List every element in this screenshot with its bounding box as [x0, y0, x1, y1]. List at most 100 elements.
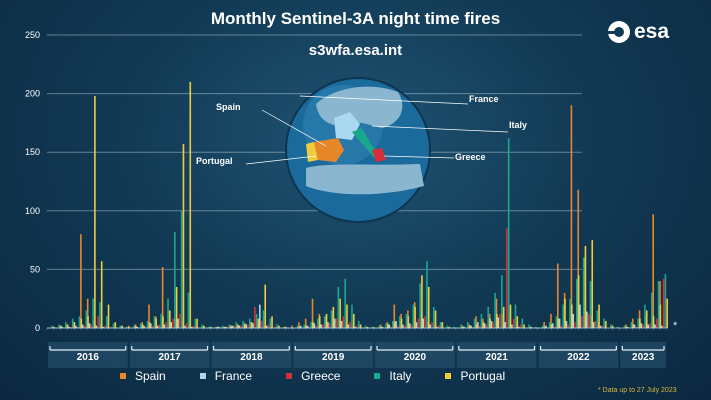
bar-portugal — [366, 326, 369, 328]
bar-greece — [485, 324, 488, 328]
globe-leader-line — [245, 155, 317, 165]
bar-italy — [119, 325, 122, 328]
bar-greece — [335, 318, 338, 328]
bar-portugal — [421, 275, 423, 328]
bar-greece — [553, 326, 556, 328]
bar-france — [68, 326, 70, 328]
bar-italy — [644, 304, 646, 328]
bar-france — [218, 326, 220, 328]
bar-portugal — [639, 318, 641, 328]
year-band — [456, 342, 537, 368]
bar-italy — [146, 320, 149, 328]
bar-france — [333, 318, 336, 328]
bar-italy — [283, 326, 285, 328]
bar-france — [497, 317, 500, 328]
bar-portugal — [666, 298, 668, 328]
bar-italy — [51, 325, 54, 328]
bar-greece — [70, 326, 72, 328]
bar-italy — [610, 324, 612, 328]
bar-italy — [194, 318, 197, 328]
bar-spain — [556, 263, 559, 328]
bar-france — [647, 324, 649, 328]
year-label: 2019 — [322, 352, 345, 363]
bar-greece — [655, 318, 658, 328]
bar-italy — [214, 326, 217, 328]
bar-italy — [603, 318, 605, 328]
bar-greece — [662, 278, 665, 328]
year-band — [48, 342, 128, 368]
bar-italy — [208, 326, 210, 328]
bar-portugal — [87, 316, 89, 328]
bar-italy — [276, 324, 278, 328]
bar-italy — [494, 292, 496, 328]
y-tick-label: 250 — [25, 30, 40, 40]
chart-title: Monthly Sentinel-3A night time fires — [210, 9, 501, 28]
year-label: 2020 — [404, 352, 427, 363]
bar-italy — [139, 323, 142, 328]
bar-spain — [543, 322, 545, 328]
bar-portugal — [148, 322, 151, 328]
bar-portugal — [530, 326, 532, 328]
bar-france — [150, 323, 152, 328]
bar-portugal — [441, 322, 444, 328]
bar-portugal — [509, 304, 512, 328]
bar-greece — [472, 326, 474, 328]
bar-italy — [501, 275, 503, 328]
bar-spain — [311, 298, 314, 328]
bar-france — [156, 325, 159, 328]
y-tick-label: 50 — [30, 264, 40, 274]
bar-greece — [151, 325, 154, 328]
bar-spain — [652, 214, 654, 328]
bar-portugal — [414, 306, 416, 328]
bar-portugal — [359, 324, 362, 328]
bar-italy — [167, 298, 169, 328]
bar-portugal — [141, 324, 144, 328]
bar-portugal — [230, 325, 232, 328]
bar-portugal — [482, 322, 485, 328]
bar-spain — [631, 318, 634, 328]
bar-portugal — [73, 322, 76, 328]
bar-france — [545, 325, 547, 328]
bar-italy — [405, 313, 408, 328]
bar-greece — [254, 306, 256, 328]
greece-shape — [372, 148, 386, 162]
bar-greece — [635, 326, 638, 328]
bar-spain — [495, 298, 498, 328]
bar-italy — [92, 298, 94, 328]
legend-item-france: France — [199, 369, 252, 383]
bar-france — [88, 323, 91, 328]
bar-greece — [192, 325, 195, 328]
bar-italy — [446, 325, 449, 328]
north-africa-land — [306, 164, 424, 195]
bar-greece — [601, 325, 604, 328]
bar-greece — [390, 326, 392, 328]
bar-portugal — [387, 324, 389, 328]
legend-swatch-greece — [286, 373, 293, 379]
bar-spain — [80, 234, 82, 328]
bar-france — [592, 322, 595, 328]
bar-greece — [240, 325, 242, 328]
bar-portugal — [257, 318, 260, 328]
bar-greece — [349, 322, 351, 328]
year-band — [620, 342, 666, 368]
bar-portugal — [332, 306, 335, 328]
y-tick-label: 200 — [25, 89, 40, 99]
bar-italy — [371, 326, 374, 328]
globe-label-portugal: Portugal — [196, 156, 233, 166]
bar-italy — [85, 310, 88, 328]
bar-italy — [480, 313, 483, 328]
y-tick-label: 150 — [25, 147, 40, 157]
bar-italy — [419, 283, 421, 328]
bar-portugal — [598, 304, 600, 328]
globe-label-greece: Greece — [455, 152, 486, 162]
bar-greece — [185, 323, 188, 328]
bar-portugal — [278, 325, 280, 328]
bar-italy — [582, 257, 585, 328]
bar-portugal — [66, 324, 69, 328]
bar-france — [238, 325, 241, 328]
bar-portugal — [564, 298, 566, 328]
bar-greece — [587, 313, 590, 328]
bar-italy — [303, 324, 306, 328]
year-band — [129, 342, 210, 368]
legend-label-spain: Spain — [135, 369, 166, 383]
